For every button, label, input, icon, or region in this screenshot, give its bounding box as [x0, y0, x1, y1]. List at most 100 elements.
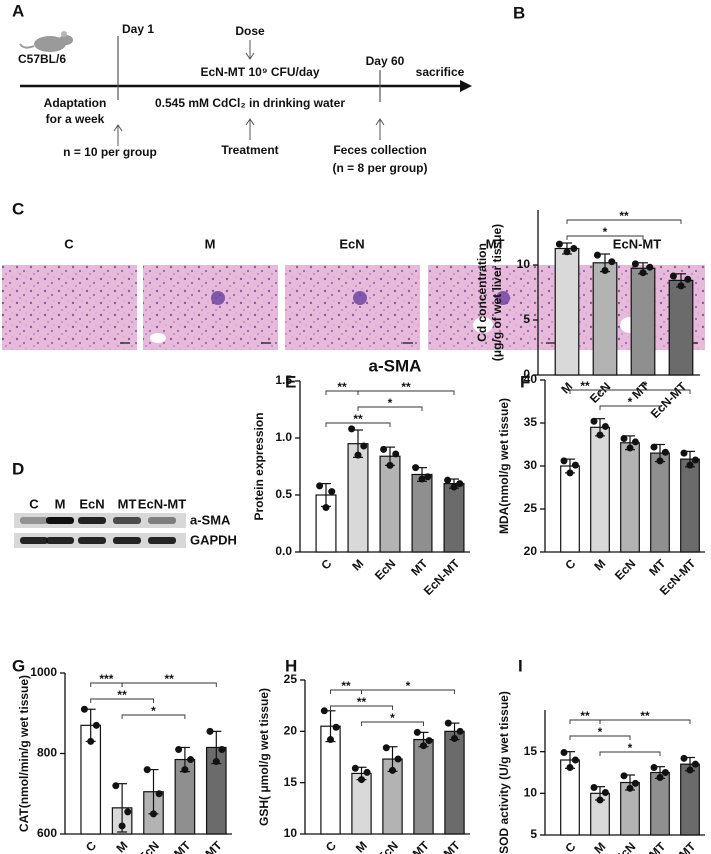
data-point [555, 240, 563, 248]
significance-label: * [598, 725, 603, 739]
data-point [560, 749, 568, 756]
y-tick-label: 10 [284, 826, 298, 840]
data-point [646, 263, 654, 271]
data-point [563, 248, 571, 256]
data-point [571, 756, 579, 764]
image-label: MT [486, 236, 505, 251]
y-tick-label: 20 [284, 724, 298, 738]
data-point [354, 451, 362, 459]
x-tick-label: M [353, 838, 370, 854]
dose: Dose [235, 24, 265, 38]
data-point [620, 434, 628, 442]
data-point [669, 272, 677, 280]
band [78, 517, 106, 524]
up-arrow-head [245, 118, 255, 126]
significance-label: ** [580, 709, 590, 723]
data-point [420, 742, 427, 750]
adaptation: for a week [46, 112, 105, 126]
significance-bracket [325, 422, 391, 427]
significance-label: ** [580, 379, 590, 393]
significance-label: * [628, 395, 633, 409]
data-point [686, 461, 694, 469]
x-tick-label: C [318, 556, 334, 572]
data-point [327, 736, 334, 744]
data-point [639, 269, 647, 277]
y-axis-label: (μg/g of wet liver tissue) [490, 224, 504, 361]
lane-label: M [55, 496, 66, 511]
x-tick-label: MT [646, 556, 669, 579]
significance-label: ** [165, 672, 175, 686]
y-tick-label: 10 [517, 257, 531, 271]
bar [680, 458, 700, 553]
image-label: EcN [339, 236, 364, 251]
data-point [332, 723, 340, 731]
data-point [626, 784, 634, 792]
western-blot: D a-SMA GAPDH C M EcN MT EcN-MT [12, 459, 237, 548]
data-point [590, 784, 598, 791]
adaptation: Adaptation [44, 96, 107, 110]
significance-label: ** [337, 380, 347, 394]
significance-label: ** [640, 709, 650, 723]
significance-label: * [643, 379, 648, 393]
bar [668, 279, 694, 376]
panel-letter: A [12, 1, 24, 20]
y-tick-label: 800 [37, 746, 57, 760]
data-point [566, 469, 574, 477]
significance-label: * [628, 741, 633, 755]
y-tick-label: 35 [524, 415, 538, 429]
data-point [187, 756, 195, 764]
x-tick-label: MT [410, 838, 433, 854]
data-point [661, 769, 669, 776]
data-point [218, 745, 226, 753]
y-axis-label: Cd concentration [475, 243, 489, 342]
data-point [348, 425, 356, 433]
chart: B Cd concentration (μg/g of wet liver tiss… [475, 3, 700, 421]
data-point [684, 275, 692, 283]
panel-letter: H [285, 656, 297, 675]
y-axis-label: CAT(nmol/min/g wet tissue) [17, 675, 31, 832]
data-point [155, 790, 163, 798]
protein-label: a-SMA [190, 512, 231, 527]
inflammation [496, 291, 510, 305]
x-tick-label: MT [646, 839, 669, 854]
data-point [412, 464, 420, 472]
dose-arrow-head [245, 52, 255, 60]
significance-bracket [330, 705, 393, 710]
y-tick-label: 0 [523, 367, 530, 381]
data-point [571, 461, 579, 469]
significance-bracket [361, 721, 424, 726]
bar [444, 730, 465, 835]
panel-letter: C [12, 199, 24, 218]
data-point [444, 476, 452, 484]
histology-image [2, 265, 137, 350]
data-point [358, 776, 365, 784]
data-point [124, 808, 132, 816]
data-point [351, 764, 359, 772]
y-tick-label: 5 [523, 312, 530, 326]
band [20, 517, 48, 524]
day1: Day 1 [122, 22, 154, 36]
significance-label: * [390, 711, 395, 725]
image-label: M [205, 236, 216, 251]
y-tick-label: 0.5 [275, 487, 292, 501]
data-point [380, 445, 388, 453]
bar [650, 771, 670, 836]
panel-letter: F [520, 372, 530, 391]
significance-label: * [151, 704, 156, 718]
data-point [112, 782, 120, 790]
up-arrow-head [375, 118, 385, 126]
bar [680, 763, 700, 836]
treatment: Treatment [221, 143, 278, 157]
y-axis-label: SOD activity (U/g wet tissue) [497, 691, 511, 854]
data-point [451, 735, 458, 743]
significance-bracket [569, 389, 601, 394]
day60: Day 60 [366, 54, 405, 68]
data-point [212, 758, 220, 766]
band [78, 537, 106, 544]
inflammation [211, 291, 225, 305]
data-point [363, 768, 371, 776]
significance-bracket [325, 390, 359, 395]
vessel [150, 333, 166, 343]
data-point [601, 422, 609, 430]
